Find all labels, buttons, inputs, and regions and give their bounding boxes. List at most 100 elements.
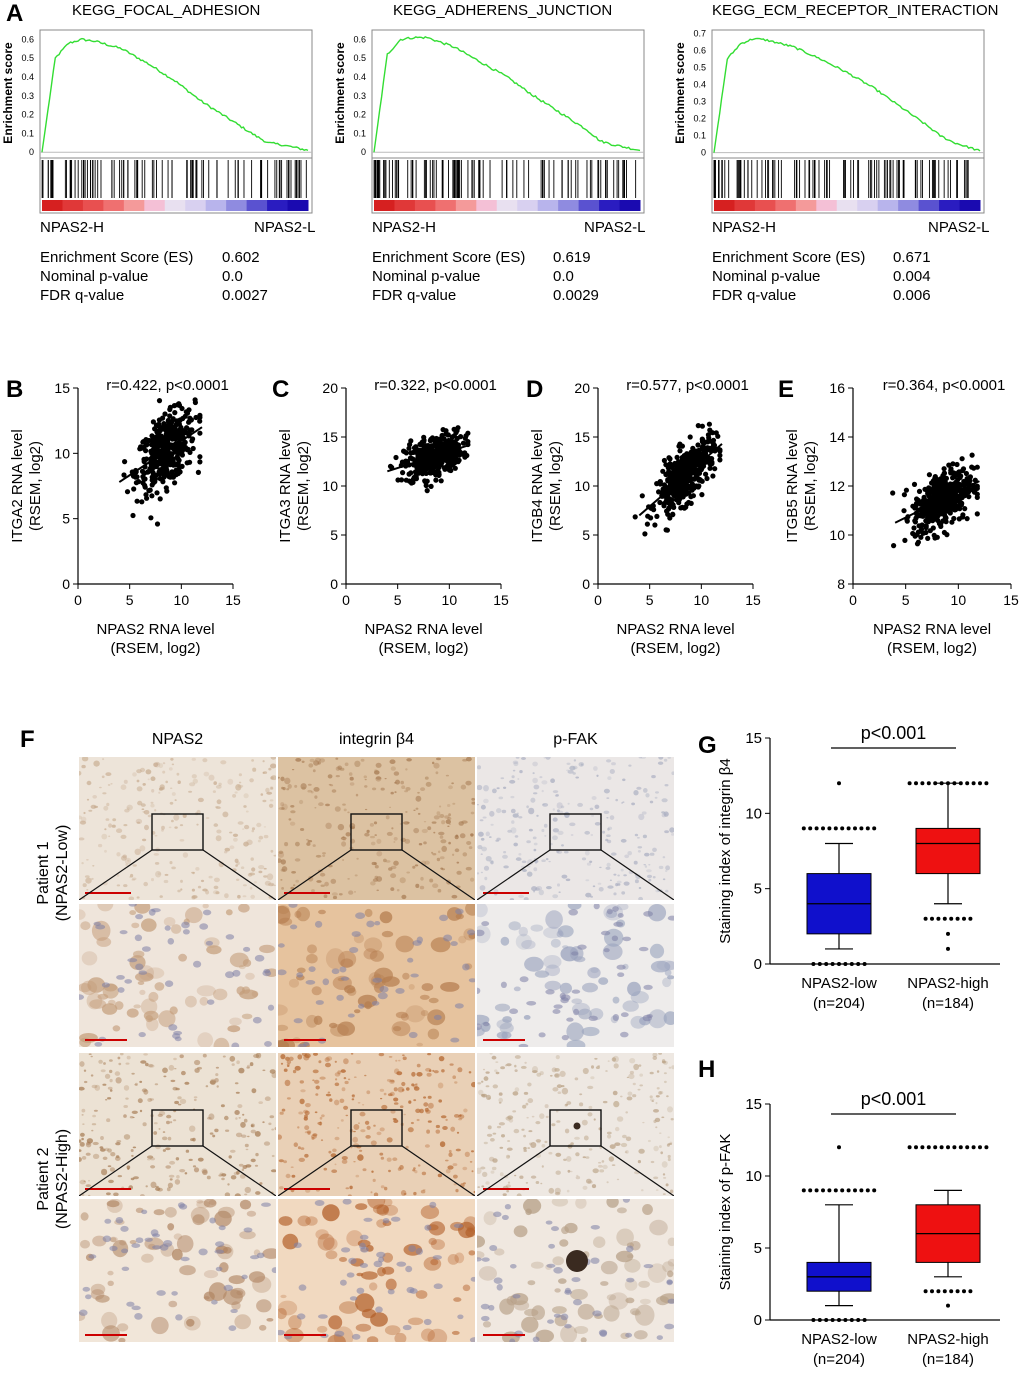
ihc-tissue-blob [334,806,341,812]
outlier-point [939,1145,944,1150]
ihc-tissue-blob [431,821,437,824]
y-tick-label: 10 [745,805,762,822]
ihc-nucleus [171,1291,178,1296]
ihc-nucleus [250,1255,260,1260]
ihc-tissue-blob [536,814,539,817]
ihc-tissue-blob [205,890,210,895]
x-tick-label: 0 [74,592,82,608]
y-tick-label: 0 [62,576,70,592]
scatter-point [654,513,660,519]
ihc-tissue-blob [607,1134,612,1139]
ihc-tissue-blob [609,815,615,820]
ihc-tissue-blob [213,1037,230,1047]
ihc-tissue-blob [544,1104,549,1109]
ihc-tissue-blob [134,1083,138,1086]
ihc-tissue-blob [364,832,370,837]
ihc-tissue-blob [430,1258,439,1266]
ihc-nucleus [480,1303,490,1310]
scatter-point [703,448,709,454]
ihc-nucleus [429,1201,437,1209]
ihc-tissue-blob [389,806,392,808]
ihc-tissue-blob [645,793,650,798]
ihc-tissue-blob [227,778,234,785]
scatter-point [140,474,146,480]
ihc-tissue-blob [556,930,564,938]
ihc-tissue-blob [298,1111,304,1115]
ihc-tissue-blob [197,797,204,803]
ihc-tissue-blob [370,1191,373,1194]
ihc-tissue-blob [663,1072,667,1075]
ihc-tissue-blob [301,760,305,763]
ihc-tissue-blob [663,1177,667,1179]
gsea-ytick-label: 0.4 [21,72,34,82]
scatter-point [932,509,938,515]
ihc-nucleus [407,957,414,963]
ihc-tissue-blob [375,762,382,768]
ihc-tissue-blob [513,1225,528,1238]
ihc-nucleus [305,980,316,985]
ihc-tissue-blob [85,877,92,884]
ihc-tissue-blob [626,1254,634,1259]
ihc-tissue-blob [176,772,180,776]
ihc-tissue-blob [233,837,238,842]
ihc-tissue-blob [316,880,322,883]
ihc-tissue-blob [560,1325,578,1342]
ihc-tissue-blob [155,1144,161,1150]
ihc-tissue-blob [657,761,664,765]
ihc-tissue-blob [531,886,538,892]
ihc-tissue-blob [150,1181,157,1189]
ihc-tissue-blob [246,1066,250,1069]
ihc-tissue-blob [147,1063,154,1068]
ihc-tissue-blob [655,889,659,893]
ihc-tissue-blob [240,1121,246,1128]
ihc-tissue-blob [379,911,393,924]
ihc-tissue-blob [94,805,98,809]
gsea-title-1: KEGG_FOCAL_ADHESION [72,2,261,19]
ihc-tissue-blob [364,1120,370,1125]
ihc-tissue-blob [501,1134,505,1138]
ihc-tissue-blob [319,1076,326,1080]
ihc-tissue-blob [106,1192,111,1196]
ihc-tissue-blob [293,1142,298,1147]
scatter-point [403,450,409,456]
ihc-nucleus [359,1263,368,1268]
ihc-nucleus [298,1284,307,1291]
ihc-tissue-blob [437,888,442,893]
ihc-tissue-blob [235,784,242,791]
outlier-point [946,931,950,936]
ihc-tissue-blob [571,998,583,1004]
ihc-tissue-blob [530,924,544,932]
ihc-tissue-blob [319,872,326,877]
scatter-point [960,466,967,472]
ihc-nucleus [488,1304,495,1311]
ihc-tissue-blob [116,884,121,887]
ihc-tissue-blob [386,1079,392,1082]
ihc-tissue-blob [325,1062,331,1068]
ihc-tissue-blob [531,1066,539,1073]
ihc-tissue-blob [393,1097,399,1102]
ihc-tissue-blob [325,822,332,829]
ihc-tissue-blob [631,1310,642,1316]
outlier-point [846,1188,851,1193]
ihc-tissue-blob [582,1156,586,1159]
ihc-tissue-blob [220,760,227,765]
ihc-tissue-blob [398,1059,401,1062]
outlier-point [837,962,841,966]
ihc-tissue-blob [417,791,420,794]
ihc-tissue-blob [243,1118,248,1123]
scatter-point [661,503,667,509]
ihc-tissue-blob [471,1081,475,1088]
scatter-point [969,464,975,470]
ihc-tissue-blob [545,964,561,977]
ihc-tissue-blob [311,889,315,893]
y-tick-label: 5 [330,527,338,543]
x-tick-label: 0 [342,592,350,608]
ihc-nucleus [477,929,485,937]
box-npas2-high [907,1145,989,1308]
ihc-nucleus [416,936,423,944]
ihc-tissue-blob [158,1010,176,1028]
ihc-tissue-blob [616,1207,627,1214]
ihc-tissue-blob [492,1158,498,1163]
ihc-tissue-blob [126,807,130,810]
scatter-ylabel-line: ITGB4 RNA level [529,429,546,542]
